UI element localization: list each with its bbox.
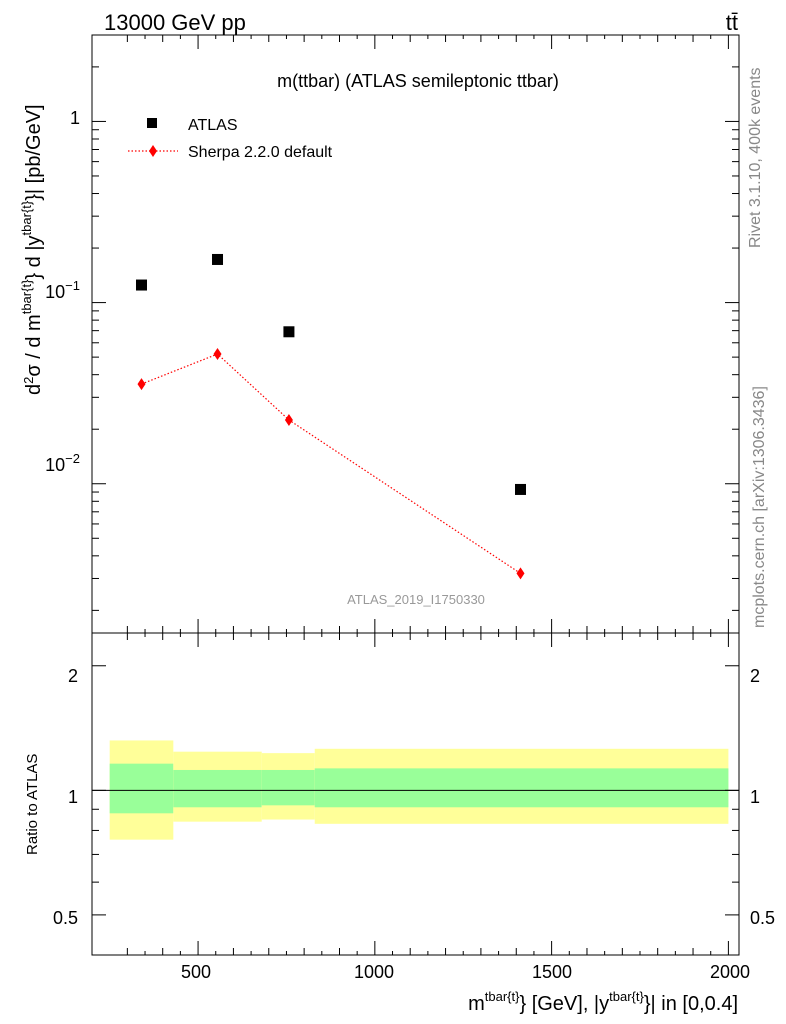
legend: ATLAS Sherpa 2.2.0 default xyxy=(128,117,333,161)
atlas-point xyxy=(515,483,527,495)
ratio-ytick-05-left: 0.5 xyxy=(53,908,78,928)
sherpa-point xyxy=(516,567,525,580)
main-title: m(ttbar) (ATLAS semileptonic ttbar) xyxy=(277,71,559,91)
ratio-ytick-1-left: 1 xyxy=(68,787,78,807)
main-series xyxy=(135,253,527,580)
ratio-band-inner xyxy=(261,769,315,806)
ratio-panel: 2 1 0.5 2 1 0.5 Ratio to ATLAS 500 1000 … xyxy=(24,632,775,1015)
mcplots-label: mcplots.cern.ch [arXiv:1306.3436] xyxy=(751,386,768,628)
legend-sherpa-label: Sherpa 2.2.0 default xyxy=(188,144,333,161)
sherpa-line xyxy=(141,353,521,574)
ratio-ylabel: Ratio to ATLAS xyxy=(24,754,41,855)
xtick-label-500: 500 xyxy=(181,962,211,982)
main-ticks xyxy=(92,34,739,633)
atlas-point xyxy=(212,253,224,265)
main-panel: m(ttbar) (ATLAS semileptonic ttbar) ATLA… xyxy=(19,34,740,634)
xtick-label-2000: 2000 xyxy=(710,962,750,982)
watermark: ATLAS_2019_I1750330 xyxy=(347,592,485,607)
xlabel: mtbar{t}} [GeV], |ytbar{t}}| in [0,0.4] xyxy=(468,989,738,1015)
ratio-band-inner xyxy=(109,763,174,814)
energy-label: 13000 GeV pp xyxy=(104,10,246,35)
main-ylabel: d2σ / d mtbar{t}} d |ytbar{t}}| [pb/GeV] xyxy=(19,104,45,395)
process-label: tt̄ xyxy=(726,10,738,35)
ratio-ytick-2-right: 2 xyxy=(750,666,760,686)
ratio-ytick-1-right: 1 xyxy=(750,787,760,807)
ytick-label-1e-1: 10−1 xyxy=(45,278,80,302)
atlas-point xyxy=(283,326,295,338)
ratio-ytick-05-right: 0.5 xyxy=(750,908,775,928)
legend-atlas-label: ATLAS xyxy=(188,117,238,134)
ratio-frame xyxy=(91,632,740,956)
ratio-band-inner xyxy=(173,769,262,808)
atlas-point xyxy=(135,279,147,291)
xtick-label-1500: 1500 xyxy=(532,962,572,982)
sherpa-point xyxy=(213,348,222,361)
ytick-label-1e-2: 10−2 xyxy=(45,451,80,475)
ratio-band-inner xyxy=(314,768,729,808)
sherpa-point xyxy=(284,413,293,426)
xtick-label-1000: 1000 xyxy=(354,962,394,982)
sherpa-point xyxy=(137,378,146,391)
ytick-label-1: 1 xyxy=(70,108,80,128)
legend-atlas-marker xyxy=(147,118,157,128)
rivet-label: Rivet 3.1.10, 400k events xyxy=(747,67,764,248)
ratio-ytick-2-left: 2 xyxy=(68,666,78,686)
ratio-ticks xyxy=(92,633,739,956)
legend-sherpa-marker xyxy=(149,145,157,157)
